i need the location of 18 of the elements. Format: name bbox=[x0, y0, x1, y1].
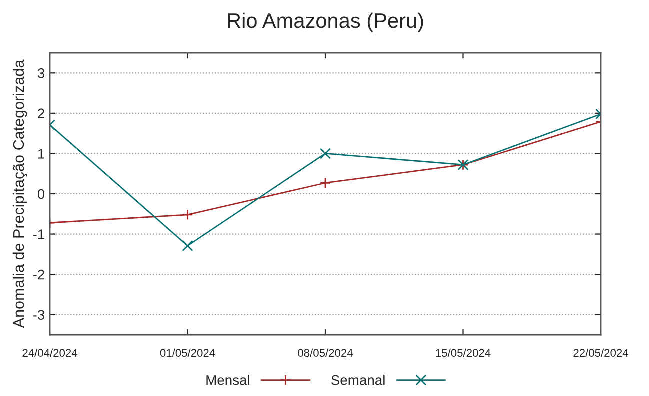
y-tick-label: -1 bbox=[33, 230, 44, 240]
x-tick-label: 08/05/2024 bbox=[298, 348, 353, 358]
x-tick-label: 22/05/2024 bbox=[574, 348, 628, 358]
x-tick-label: 01/05/2024 bbox=[160, 348, 216, 358]
y-axis-title: Anomalia de Precipitação Categorizada bbox=[12, 60, 28, 328]
y-tick-label: -2 bbox=[33, 270, 44, 280]
y-tick-label: 3 bbox=[38, 68, 45, 78]
chart-title: Rio Amazonas (Peru) bbox=[228, 12, 424, 32]
y-tick-label: 0 bbox=[38, 189, 45, 200]
x-tick-label: 24/04/2024 bbox=[22, 348, 78, 358]
point bbox=[320, 178, 332, 189]
y-tick-label: 1 bbox=[38, 149, 44, 159]
y-tick-label: 2 bbox=[38, 108, 44, 118]
point bbox=[182, 209, 194, 221]
legend-label: Semanal bbox=[332, 375, 385, 386]
y-tick-label: -3 bbox=[33, 310, 45, 320]
legend-label: Mensal bbox=[206, 375, 250, 386]
x-tick-label: 15/05/2024 bbox=[436, 348, 491, 358]
